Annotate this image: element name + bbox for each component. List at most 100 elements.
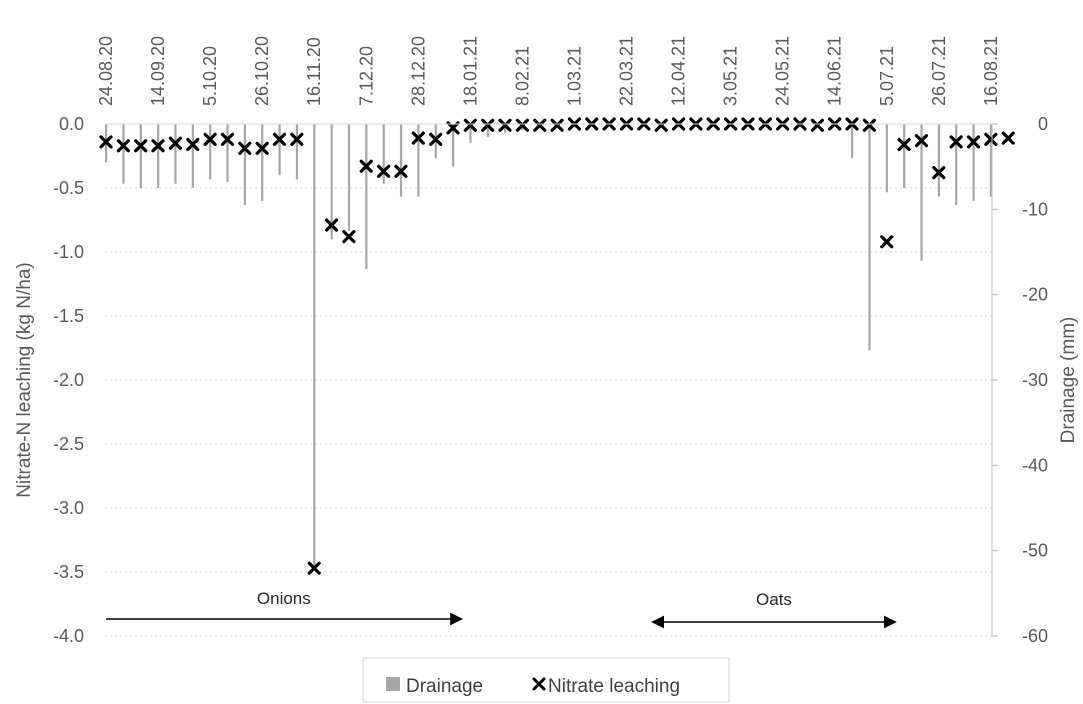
nitrate-point	[411, 131, 425, 145]
drainage-bar	[347, 124, 351, 231]
drainage-bar	[243, 124, 246, 206]
legend-drainage-label: Drainage	[406, 676, 483, 697]
nitrate-point-stroke	[255, 141, 269, 155]
left-axis-ticks: 0.0 -0.5 -1.0 -1.5 -2.0 -2.5 -3.0 -3.5 -4.0	[53, 114, 84, 646]
nitrate-point	[810, 118, 824, 132]
oats-label: Oats	[756, 590, 792, 609]
nitrate-point	[307, 561, 321, 575]
nitrate-point	[394, 164, 408, 178]
nitrate-point-stroke	[550, 118, 564, 132]
nitrate-point-stroke	[810, 118, 824, 132]
nitrate-point	[914, 134, 929, 148]
left-tick-label: -1.0	[53, 242, 84, 262]
nitrate-point	[99, 135, 113, 149]
nitrate-point	[272, 132, 287, 146]
x-tick-label: 24.05.21	[773, 36, 793, 106]
drainage-bar	[278, 124, 281, 176]
nitrate-point-stroke	[151, 139, 165, 153]
nitrate-point	[481, 118, 495, 132]
nitrate-point-stroke	[463, 118, 477, 132]
nitrate-point-stroke	[1001, 131, 1015, 145]
nitrate-point-stroke	[290, 132, 304, 146]
x-tick-label: 5.10.20	[200, 46, 220, 106]
nitrate-point	[533, 118, 547, 132]
x-tick-label: 12.04.21	[669, 36, 689, 106]
nitrate-point	[966, 135, 981, 149]
x-tick-label: 1.03.21	[564, 46, 584, 106]
nitrate-point-stroke	[654, 118, 668, 132]
drainage-bar	[955, 124, 958, 206]
nitrate-point-stroke	[949, 135, 963, 149]
legend-drainage-swatch	[386, 677, 400, 691]
drainage-bar	[469, 124, 472, 143]
nitrate-point-stroke	[220, 132, 235, 146]
nitrate-point-stroke	[203, 132, 217, 146]
nitrate-point-stroke	[307, 561, 321, 575]
nitrate-point	[862, 118, 877, 132]
nitrate-point-stroke	[498, 118, 512, 132]
drainage-bar	[365, 124, 368, 270]
drainage-bar	[313, 124, 316, 568]
nitrate-point	[255, 141, 269, 155]
nitrate-point	[446, 121, 460, 135]
nitrate-markers	[99, 117, 1015, 575]
x-tick-label: 16.11.20	[304, 37, 324, 106]
nitrate-point	[116, 139, 130, 153]
nitrate-point-stroke	[186, 137, 200, 152]
x-tick-label: 14.09.20	[148, 36, 168, 106]
x-tick-label: 3.05.21	[721, 46, 741, 106]
nitrate-point	[880, 235, 894, 249]
left-tick-label: -2.5	[53, 434, 84, 454]
nitrate-point	[359, 159, 373, 173]
nitrate-point	[168, 136, 182, 150]
left-tick-label: -3.0	[53, 498, 84, 518]
drainage-bar	[399, 124, 403, 197]
nitrate-point-stroke	[134, 139, 148, 153]
nitrate-point-stroke	[897, 137, 911, 152]
nitrate-point-stroke	[515, 118, 530, 132]
right-tick-label: -10	[1022, 199, 1048, 219]
nitrate-point	[238, 141, 252, 155]
nitrate-point-stroke	[446, 121, 460, 135]
drainage-bar	[937, 124, 940, 197]
nitrate-point-stroke	[880, 235, 894, 249]
nitrate-point-stroke	[966, 135, 981, 149]
x-tick-label: 16.08.21	[981, 36, 1001, 106]
nitrate-point	[134, 139, 148, 153]
crop-annotations: Onions Oats	[106, 589, 897, 629]
drainage-bar	[851, 124, 854, 159]
left-tick-label: 0.0	[59, 114, 84, 134]
drainage-bar	[972, 124, 975, 201]
nitrate-point	[151, 139, 165, 153]
right-tick-label: 0	[1038, 114, 1048, 134]
drainage-bar	[452, 124, 455, 167]
drainage-bar	[903, 124, 906, 188]
nitrate-point	[220, 132, 235, 146]
drainage-bar	[920, 124, 923, 261]
nitrate-point-stroke	[168, 136, 182, 150]
nitrate-point-stroke	[394, 164, 408, 178]
drainage-bar	[989, 124, 993, 197]
nitrate-point-stroke	[324, 218, 339, 232]
nitrate-point-stroke	[411, 131, 425, 145]
right-tick-label: -30	[1022, 370, 1048, 390]
legend-box	[362, 657, 730, 703]
x-tick-label: 18.01.21	[460, 36, 480, 106]
nitrate-point-stroke	[272, 132, 287, 146]
drainage-bar	[174, 124, 177, 184]
nitrate-point-stroke	[481, 118, 495, 132]
x-axis-ticks: 24.08.20 14.09.20 5.10.20 26.10.20 16.11.20 7…	[96, 36, 1001, 106]
legend-nitrate-marker	[532, 677, 546, 691]
x-tick-label: 26.07.21	[929, 36, 949, 106]
nitrate-point	[186, 137, 200, 152]
nitrate-point-stroke	[914, 134, 929, 148]
nitrate-point	[463, 118, 477, 132]
nitrate-point-stroke	[359, 159, 373, 173]
nitrate-point-stroke	[342, 230, 356, 244]
drainage-bar	[122, 124, 125, 184]
drainage-bar	[139, 124, 142, 188]
nitrate-point	[498, 118, 512, 132]
x-tick-label: 22.03.21	[617, 36, 637, 106]
nitrate-point	[203, 132, 217, 146]
